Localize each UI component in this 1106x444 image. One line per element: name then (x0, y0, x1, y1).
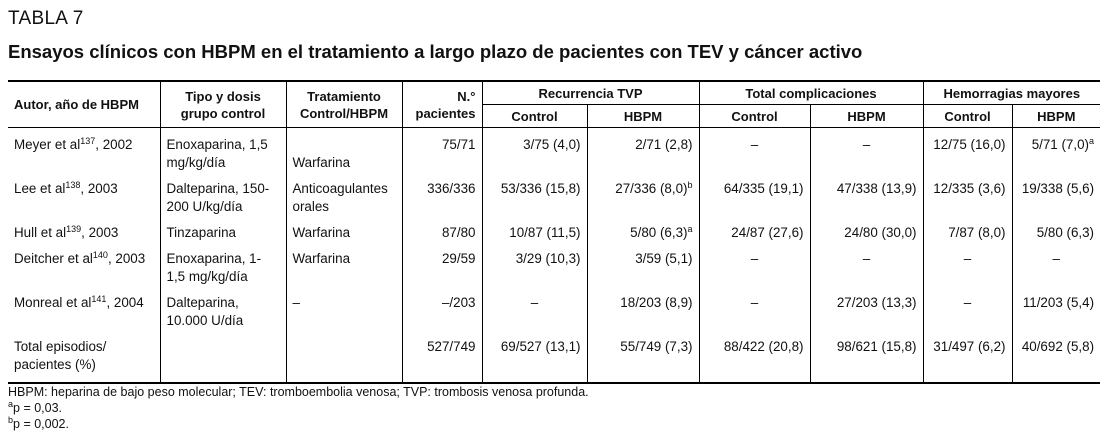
cell-autor: Lee et al138, 2003 (14, 180, 118, 197)
cell-recurrencia-control: 3/75 (4,0) (481, 127, 587, 172)
cell-recurrencia-control: 69/527 (13,1) (481, 330, 587, 384)
cell-complicaciones-control: – (698, 127, 811, 172)
cell-autor: Hull et al139, 2003 (14, 224, 119, 241)
cell-autor: Total episodios/ pacientes (%) (8, 330, 160, 384)
cell-tipo: Dalteparina, 10.000 U/día (159, 286, 286, 330)
cell-n-pacientes: 87/80 (401, 216, 482, 242)
footnote-abbreviations: HBPM: heparina de bajo peso molecular; T… (8, 385, 589, 399)
table-row: Total episodios/ pacientes (%) 527/749 69/… (8, 330, 1101, 384)
table-row: Meyer et al137, 2002 Enoxaparina, 1,5 mg/… (8, 127, 1101, 172)
cell-hemorragias-hbpm: 5/71 (7,0)a (1011, 127, 1101, 172)
header-hemorragias-mayores: Hemorragias mayores (922, 80, 1101, 105)
table-label: TABLA 7 (8, 8, 84, 29)
subheader-control: Control (481, 104, 587, 128)
table-row: Deitcher et al140, 2003 Enoxaparina, 1-1,… (8, 242, 1101, 286)
cell-complicaciones-hbpm: – (809, 242, 924, 286)
table-row: Monreal et al141, 2004 Dalteparina, 10.00… (8, 286, 1101, 330)
cell-tipo: Enoxaparina, 1-1,5 mg/kg/día (159, 242, 286, 286)
subheader-hbpm: HBPM (586, 104, 700, 128)
clinical-trials-table: Autor, año de HBPM Tipo y dosis grupo co… (8, 80, 1101, 384)
subheader-control: Control (698, 104, 811, 128)
cell-recurrencia-control: – (481, 286, 587, 330)
cell-hemorragias-control: 12/335 (3,6) (922, 172, 1013, 216)
cell-recurrencia-control: 3/29 (10,3) (481, 242, 587, 286)
cell-hemorragias-control: 31/497 (6,2) (922, 330, 1013, 384)
footnote-a: ap = 0,03. (8, 399, 63, 416)
cell-recurrencia-hbpm: 55/749 (7,3) (586, 330, 700, 384)
header-tipo: Tipo y dosis grupo control (159, 80, 286, 128)
cell-hemorragias-hbpm: – (1011, 242, 1101, 286)
cell-tipo: Enoxaparina, 1,5 mg/kg/día (159, 127, 286, 172)
subheader-hbpm: HBPM (809, 104, 924, 128)
cell-hemorragias-hbpm: 19/338 (5,6) (1011, 172, 1101, 216)
cell-complicaciones-control: 88/422 (20,8) (698, 330, 811, 384)
cell-autor: Deitcher et al140, 2003 (14, 250, 146, 267)
header-n-pacientes: N.° pacientes (401, 80, 482, 128)
cell-hemorragias-control: – (922, 286, 1013, 330)
cell-hemorragias-hbpm: 40/692 (5,8) (1011, 330, 1101, 384)
cell-n-pacientes: 75/71 (401, 127, 482, 172)
cell-tratamiento: Warfarina (285, 127, 402, 172)
cell-recurrencia-control: 53/336 (15,8) (481, 172, 587, 216)
table-row: Hull et al139, 2003 Tinzaparina Warfarina 8… (8, 216, 1101, 242)
cell-complicaciones-control: – (698, 242, 811, 286)
cell-tratamiento (285, 330, 402, 384)
cell-complicaciones-hbpm: 24/80 (30,0) (809, 216, 924, 242)
cell-hemorragias-control: 12/75 (16,0) (922, 127, 1013, 172)
cell-complicaciones-hbpm: 27/203 (13,3) (809, 286, 924, 330)
cell-recurrencia-hbpm: 2/71 (2,8) (586, 127, 700, 172)
cell-complicaciones-control: 24/87 (27,6) (698, 216, 811, 242)
table-row: Lee et al138, 2003 Dalteparina, 150-200 U… (8, 172, 1101, 216)
table-title: Ensayos clínicos con HBPM en el tratamie… (8, 41, 863, 62)
cell-n-pacientes: 527/749 (401, 330, 482, 384)
cell-hemorragias-control: – (922, 242, 1013, 286)
cell-tipo: Tinzaparina (159, 216, 286, 242)
cell-tratamiento: Warfarina (285, 216, 402, 242)
cell-hemorragias-hbpm: 11/203 (5,4) (1011, 286, 1101, 330)
cell-tratamiento: Warfarina (285, 242, 402, 286)
cell-n-pacientes: 29/59 (401, 242, 482, 286)
cell-recurrencia-control: 10/87 (11,5) (481, 216, 587, 242)
header-autor: Autor, año de HBPM (8, 80, 160, 128)
cell-autor: Monreal et al141, 2004 (14, 294, 144, 311)
cell-autor: Meyer et al137, 2002 (14, 136, 133, 153)
cell-hemorragias-hbpm: 5/80 (6,3) (1011, 216, 1101, 242)
cell-n-pacientes: 336/336 (401, 172, 482, 216)
cell-hemorragias-control: 7/87 (8,0) (922, 216, 1013, 242)
header-recurrencia-tvp: Recurrencia TVP (481, 80, 700, 105)
cell-complicaciones-control: 64/335 (19,1) (698, 172, 811, 216)
cell-recurrencia-hbpm: 3/59 (5,1) (586, 242, 700, 286)
cell-complicaciones-hbpm: – (809, 127, 924, 172)
cell-n-pacientes: –/203 (401, 286, 482, 330)
footnote-b: bp = 0,002. (8, 415, 69, 432)
cell-complicaciones-control: – (698, 286, 811, 330)
cell-recurrencia-hbpm: 5/80 (6,3)a (586, 216, 700, 242)
cell-tipo (159, 330, 286, 384)
subheader-control: Control (922, 104, 1013, 128)
cell-recurrencia-hbpm: 27/336 (8,0)b (586, 172, 700, 216)
cell-tratamiento: – (285, 286, 402, 330)
cell-tipo: Dalteparina, 150-200 U/kg/día (159, 172, 286, 216)
cell-complicaciones-hbpm: 47/338 (13,9) (809, 172, 924, 216)
header-tratamiento: Tratamiento Control/HBPM (285, 80, 402, 128)
subheader-hbpm: HBPM (1011, 104, 1101, 128)
cell-complicaciones-hbpm: 98/621 (15,8) (809, 330, 924, 384)
table-footnotes: HBPM: heparina de bajo peso molecular; T… (8, 384, 589, 432)
cell-tratamiento: Anticoagulantes orales (285, 172, 402, 216)
header-total-complicaciones: Total complicaciones (698, 80, 924, 105)
cell-recurrencia-hbpm: 18/203 (8,9) (586, 286, 700, 330)
